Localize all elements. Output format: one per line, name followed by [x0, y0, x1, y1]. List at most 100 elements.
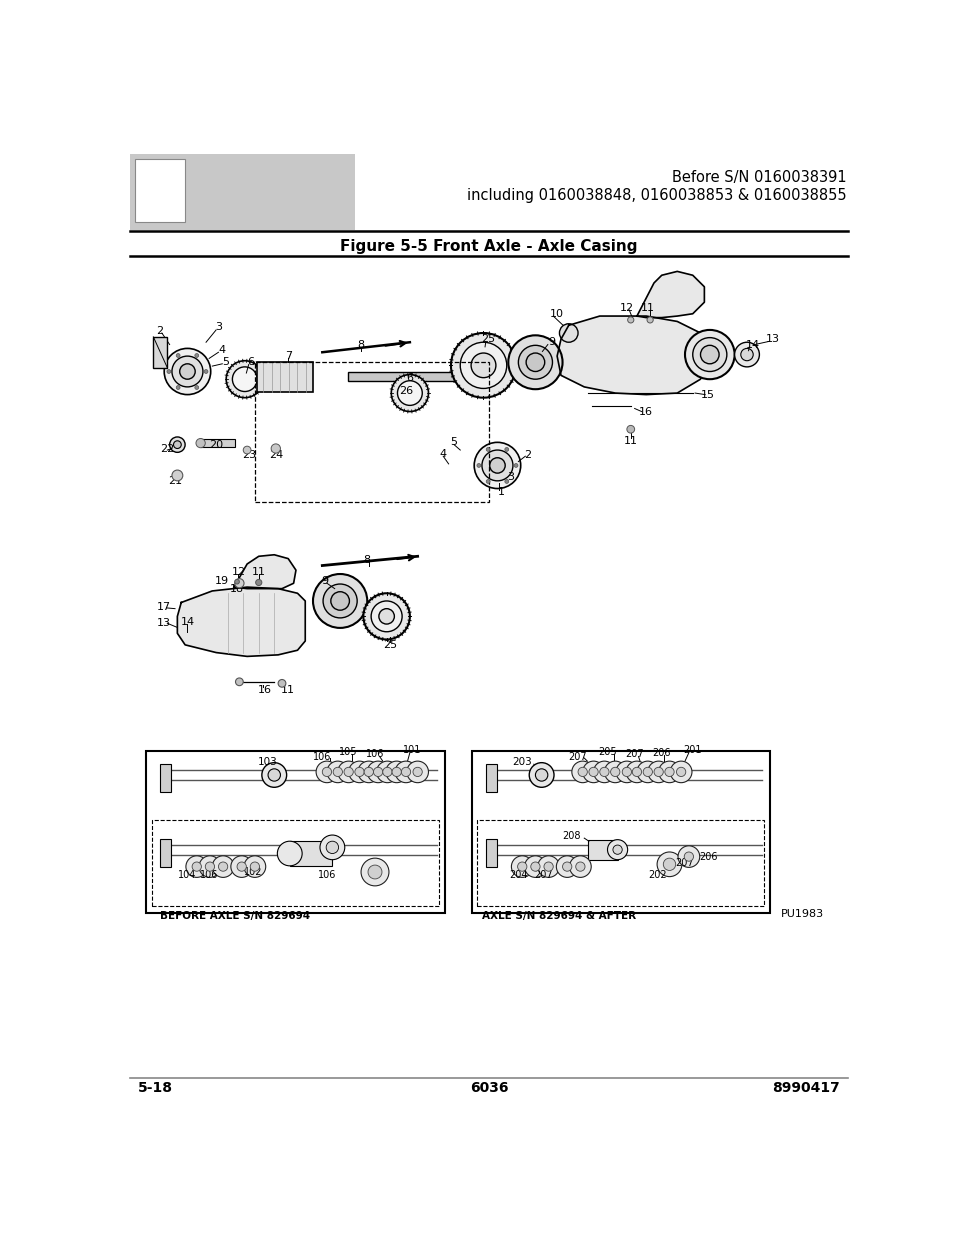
- Circle shape: [654, 767, 662, 777]
- Circle shape: [176, 385, 180, 389]
- Circle shape: [529, 763, 554, 787]
- Text: 15: 15: [700, 389, 715, 400]
- Text: Before S/N 0160038391: Before S/N 0160038391: [671, 170, 845, 185]
- Circle shape: [401, 767, 410, 777]
- Text: 11: 11: [280, 684, 294, 694]
- Polygon shape: [557, 316, 707, 395]
- Circle shape: [599, 767, 608, 777]
- Circle shape: [243, 446, 251, 454]
- Text: 207: 207: [675, 858, 694, 868]
- Circle shape: [271, 443, 280, 453]
- Text: 19: 19: [215, 576, 229, 585]
- Text: 207: 207: [624, 750, 643, 760]
- Bar: [200, 440, 235, 447]
- Text: 14: 14: [744, 340, 759, 350]
- Circle shape: [395, 761, 416, 783]
- Circle shape: [558, 324, 578, 342]
- Circle shape: [140, 211, 145, 215]
- Bar: [152, 820, 438, 906]
- Circle shape: [360, 858, 389, 885]
- Text: 21: 21: [168, 475, 182, 485]
- Circle shape: [385, 761, 407, 783]
- Circle shape: [218, 862, 228, 871]
- Polygon shape: [233, 555, 295, 589]
- Circle shape: [368, 864, 381, 879]
- Circle shape: [740, 348, 753, 361]
- Text: 24: 24: [269, 450, 283, 459]
- Text: 203: 203: [512, 757, 532, 767]
- Circle shape: [474, 442, 520, 489]
- Circle shape: [678, 846, 699, 867]
- Text: 208: 208: [561, 831, 579, 841]
- Text: PU1983: PU1983: [781, 909, 823, 919]
- Circle shape: [376, 761, 397, 783]
- Circle shape: [186, 856, 208, 877]
- Circle shape: [172, 356, 203, 387]
- Circle shape: [489, 458, 505, 473]
- Circle shape: [231, 856, 253, 877]
- Circle shape: [397, 380, 422, 405]
- Text: 102: 102: [244, 867, 262, 877]
- Text: 11: 11: [640, 303, 654, 312]
- Bar: [146, 751, 444, 913]
- Bar: [257, 362, 313, 391]
- Circle shape: [313, 574, 367, 627]
- Circle shape: [621, 767, 631, 777]
- Circle shape: [642, 767, 652, 777]
- Circle shape: [486, 447, 490, 451]
- Circle shape: [355, 767, 364, 777]
- Circle shape: [481, 450, 513, 480]
- Text: 16: 16: [257, 684, 272, 694]
- Circle shape: [234, 579, 244, 588]
- Circle shape: [277, 841, 302, 866]
- Circle shape: [508, 336, 562, 389]
- Circle shape: [670, 761, 691, 783]
- Circle shape: [367, 761, 389, 783]
- Circle shape: [255, 579, 261, 585]
- Circle shape: [268, 769, 280, 782]
- Circle shape: [278, 679, 286, 687]
- Circle shape: [535, 769, 547, 782]
- Text: 20: 20: [209, 440, 223, 450]
- Text: Figure 5-5 Front Axle - Axle Casing: Figure 5-5 Front Axle - Axle Casing: [340, 240, 637, 254]
- Circle shape: [179, 364, 195, 379]
- Circle shape: [172, 471, 183, 480]
- Text: 206: 206: [652, 747, 670, 757]
- Bar: [130, 154, 355, 230]
- Circle shape: [530, 862, 539, 871]
- Circle shape: [607, 840, 627, 860]
- Circle shape: [517, 346, 552, 379]
- Circle shape: [413, 767, 422, 777]
- Circle shape: [406, 761, 428, 783]
- Text: 106: 106: [313, 752, 331, 762]
- Circle shape: [327, 761, 348, 783]
- Polygon shape: [637, 272, 703, 317]
- Text: 6: 6: [406, 373, 413, 383]
- Text: 17: 17: [157, 603, 172, 613]
- Text: AXLE S/N 829694 & AFTER: AXLE S/N 829694 & AFTER: [481, 910, 636, 920]
- Circle shape: [194, 353, 198, 357]
- Text: 2: 2: [156, 326, 163, 336]
- Circle shape: [250, 862, 259, 871]
- Text: 201: 201: [682, 746, 701, 756]
- Bar: [485, 764, 497, 792]
- Text: 26: 26: [398, 385, 413, 395]
- Text: 11: 11: [252, 567, 266, 577]
- Circle shape: [459, 342, 506, 389]
- Circle shape: [626, 425, 634, 433]
- Circle shape: [363, 593, 410, 640]
- Circle shape: [315, 761, 337, 783]
- Circle shape: [378, 609, 394, 624]
- Circle shape: [319, 835, 344, 860]
- Circle shape: [578, 767, 587, 777]
- Bar: [160, 839, 171, 867]
- Bar: [153, 337, 167, 368]
- Circle shape: [593, 761, 615, 783]
- Circle shape: [525, 353, 544, 372]
- Circle shape: [514, 463, 517, 467]
- Circle shape: [357, 761, 379, 783]
- Bar: [472, 751, 769, 913]
- Circle shape: [391, 374, 428, 411]
- Circle shape: [646, 317, 653, 324]
- Text: 101: 101: [402, 746, 421, 756]
